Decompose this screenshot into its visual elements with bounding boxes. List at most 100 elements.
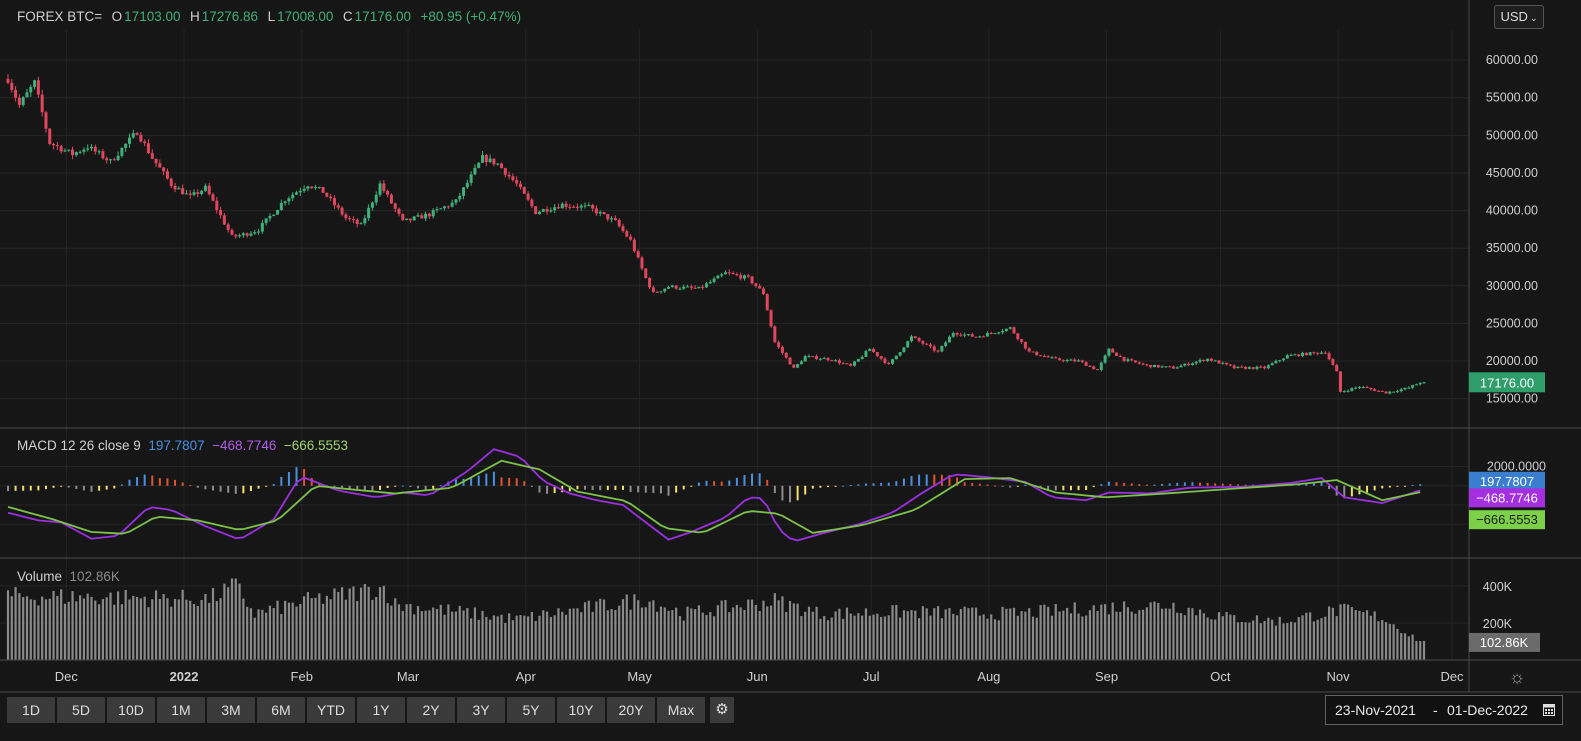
candle-body <box>1073 359 1077 362</box>
period-button-6m[interactable]: 6M <box>257 697 305 723</box>
price-pane[interactable] <box>6 74 1426 395</box>
period-button-10d[interactable]: 10D <box>107 697 155 723</box>
candle-body <box>963 334 967 336</box>
volume-bar <box>629 609 632 660</box>
candle-body <box>1365 387 1369 389</box>
macd-histogram-bar <box>697 482 700 486</box>
volume-bar <box>359 587 363 660</box>
macd-pane[interactable] <box>7 448 1422 542</box>
macd-histogram-bar <box>1419 484 1422 486</box>
volume-bar <box>139 598 142 660</box>
volume-bar <box>561 611 564 660</box>
period-button-ytd[interactable]: YTD <box>307 697 355 723</box>
period-button-5d[interactable]: 5D <box>57 697 105 723</box>
currency-select[interactable]: USD ⌄ <box>1494 5 1544 29</box>
candle-body <box>644 268 648 278</box>
volume-pane[interactable] <box>6 578 1426 660</box>
volume-bar <box>306 592 310 660</box>
macd-histogram-bar <box>1047 485 1050 491</box>
volume-bar <box>1168 608 1171 660</box>
candle-body <box>359 223 363 225</box>
volume-bar <box>147 607 150 660</box>
volume-bar <box>933 608 936 660</box>
candle-body <box>648 277 652 288</box>
macd-histogram-bar <box>659 485 662 494</box>
volume-bar <box>538 615 541 660</box>
candle-body <box>522 187 526 194</box>
volume-header: Volume 102.86K <box>17 569 120 584</box>
volume-bar <box>1160 608 1164 660</box>
macd-histogram-bar <box>1388 485 1391 488</box>
date-range-picker[interactable]: 23-Nov-2021 - 01-Dec-2022 <box>1325 695 1563 725</box>
volume-bar <box>921 606 924 660</box>
period-button-10y[interactable]: 10Y <box>557 697 605 723</box>
macd-histogram-bar <box>1404 485 1407 487</box>
volume-bar <box>861 615 864 660</box>
candle-body <box>40 94 44 113</box>
volume-bar <box>458 605 461 660</box>
candle-body <box>291 194 295 199</box>
candle-body <box>856 358 860 362</box>
macd-histogram-bar <box>849 485 852 487</box>
volume-bar <box>109 592 112 660</box>
candle-body <box>822 358 826 360</box>
candle-body <box>841 363 845 365</box>
macd-histogram-bar <box>120 484 123 486</box>
candle-body <box>1240 366 1244 368</box>
candle-body <box>207 185 211 195</box>
volume-bar <box>1202 613 1205 660</box>
volume-bar <box>1236 622 1240 660</box>
volume-bar <box>940 618 943 660</box>
volume-bar <box>52 590 55 660</box>
candle-body <box>610 218 614 220</box>
macd-histogram-bar <box>1244 484 1247 486</box>
volume-bar <box>1400 633 1403 660</box>
macd-histogram-bar <box>720 481 723 486</box>
volume-bar <box>997 620 1000 660</box>
period-button-3m[interactable]: 3M <box>207 697 255 723</box>
x-tick-label: Mar <box>397 669 420 684</box>
period-button-2y[interactable]: 2Y <box>407 697 455 723</box>
volume-bar <box>1422 640 1426 660</box>
period-button-1d[interactable]: 1D <box>7 697 55 723</box>
candle-body <box>1016 333 1020 340</box>
x-tick-label: Dec <box>1440 669 1464 684</box>
volume-bar <box>652 600 655 660</box>
volume-bar <box>481 610 484 660</box>
macd-histogram-bar <box>272 484 275 486</box>
candle-body <box>1350 388 1354 391</box>
candle-body <box>853 361 857 366</box>
candle-body <box>549 210 553 212</box>
macd-histogram-bar <box>902 478 905 486</box>
candle-body <box>959 334 963 336</box>
macd-histogram-bar <box>98 485 101 491</box>
candle-body <box>864 351 868 357</box>
volume-bar <box>1058 611 1061 660</box>
period-button-1y[interactable]: 1Y <box>357 697 405 723</box>
macd-histogram-bar <box>310 477 313 486</box>
macd-value-tag <box>1469 488 1545 508</box>
volume-bar <box>500 614 503 660</box>
volume-bar <box>682 620 685 660</box>
candle-body <box>769 310 773 327</box>
candle-body <box>367 207 371 219</box>
volume-bar <box>1092 605 1095 660</box>
candle-body <box>1061 360 1065 362</box>
candle-body <box>1171 366 1175 369</box>
settings-button[interactable]: ⚙ <box>710 697 734 723</box>
period-button-20y[interactable]: 20Y <box>607 697 655 723</box>
period-button-5y[interactable]: 5Y <box>507 697 555 723</box>
volume-bar <box>830 617 833 660</box>
macd-histogram-bar <box>690 485 693 487</box>
period-button-1m[interactable]: 1M <box>157 697 205 723</box>
candle-body <box>192 192 196 195</box>
chart-settings-button[interactable]: ☼ <box>1506 666 1528 688</box>
volume-bar <box>462 610 465 660</box>
volume-bar <box>90 596 93 660</box>
period-button-max[interactable]: Max <box>657 697 705 723</box>
macd-histogram-bar <box>1016 485 1019 487</box>
macd-histogram-bar <box>60 485 63 487</box>
period-button-3y[interactable]: 3Y <box>457 697 505 723</box>
volume-bar <box>1252 620 1255 660</box>
